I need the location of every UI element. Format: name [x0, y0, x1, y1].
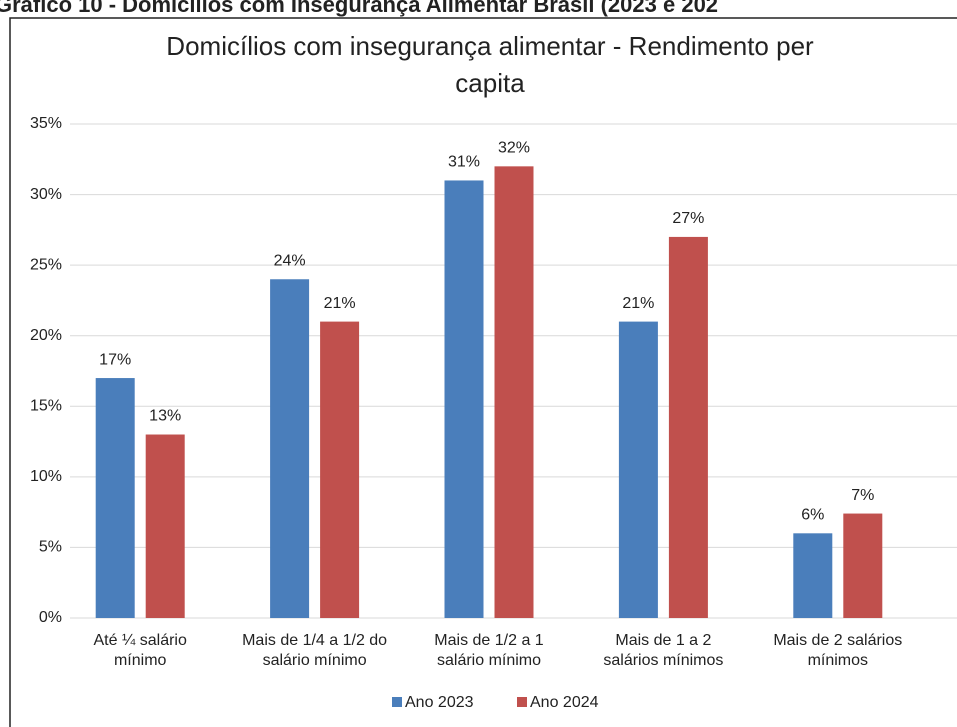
chart-title: Domicílios com insegurança alimentar - R… [166, 31, 814, 61]
bar [145, 434, 185, 618]
legend-label: Ano 2024 [530, 694, 599, 711]
data-label: 7% [851, 487, 874, 504]
y-tick-label: 10% [30, 468, 62, 485]
x-tick-label: Mais de 1/4 a 1/2 do [242, 632, 387, 649]
y-tick-label: 0% [39, 609, 62, 626]
data-label: 13% [149, 408, 181, 425]
x-tick-label: Mais de 1 a 2 [615, 632, 711, 649]
y-tick-label: 25% [30, 256, 62, 273]
bar [793, 533, 833, 618]
x-tick-label: salário mínimo [263, 652, 367, 669]
legend-swatch [392, 697, 402, 707]
legend-label: Ano 2023 [405, 694, 474, 711]
data-label: 21% [622, 295, 654, 312]
x-tick-label: Até ¼ salário [94, 632, 187, 649]
x-tick-label: salários mínimos [603, 652, 723, 669]
bar [320, 321, 360, 618]
y-tick-label: 30% [30, 186, 62, 203]
bar [843, 513, 883, 618]
data-label: 32% [498, 140, 530, 157]
data-label: 17% [99, 351, 131, 368]
bar [444, 180, 484, 618]
bar [494, 166, 534, 619]
x-tick-label: Mais de 2 salários [773, 632, 902, 649]
y-tick-label: 20% [30, 327, 62, 344]
bar [95, 378, 135, 618]
x-tick-label: salário mínimo [437, 652, 541, 669]
bar [270, 279, 310, 618]
y-tick-label: 35% [30, 115, 62, 132]
bar [618, 321, 658, 618]
chart-title: capita [455, 68, 525, 98]
data-label: 24% [274, 252, 306, 269]
page-header: Gráfico 10 - Domicílios com Insegurança … [0, 0, 718, 17]
data-label: 27% [672, 210, 704, 227]
data-label: 6% [801, 507, 824, 524]
y-tick-label: 15% [30, 398, 62, 415]
y-tick-label: 5% [39, 539, 62, 556]
legend-swatch [517, 697, 527, 707]
x-tick-label: mínimos [808, 652, 868, 669]
data-label: 31% [448, 154, 480, 171]
bar [668, 236, 708, 618]
x-tick-label: mínimo [114, 652, 167, 669]
x-tick-label: Mais de 1/2 a 1 [434, 632, 544, 649]
data-label: 21% [324, 295, 356, 312]
